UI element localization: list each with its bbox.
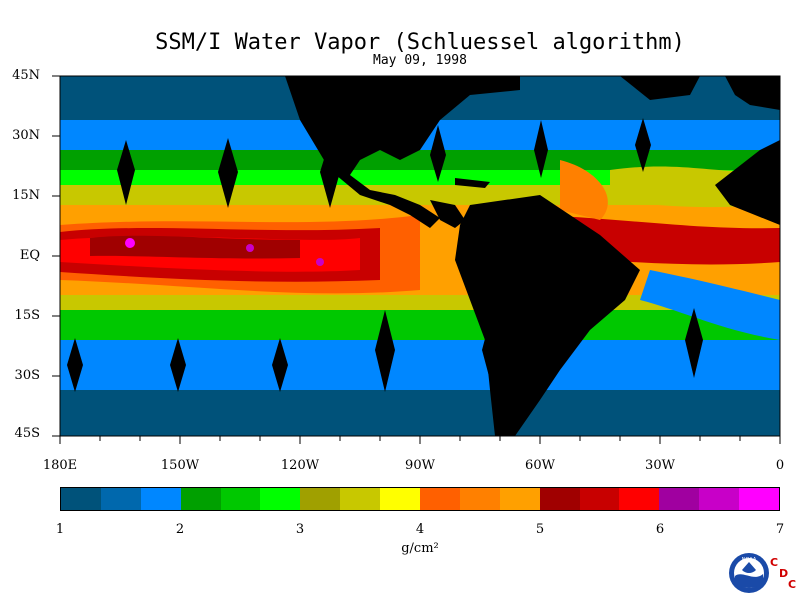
colorbar-swatch bbox=[459, 488, 500, 510]
lat-label-eq: EQ bbox=[19, 248, 40, 263]
colorbar-swatch bbox=[420, 488, 460, 510]
colorbar-swatch bbox=[100, 488, 141, 510]
colorbar-swatch bbox=[499, 488, 540, 510]
lat-label-45s: 45S bbox=[14, 426, 40, 441]
lon-label-0: 0 bbox=[775, 458, 785, 473]
colorbar-tick-7: 7 bbox=[775, 522, 785, 537]
colorbar-tick-6: 6 bbox=[655, 522, 665, 537]
colorbar-swatch bbox=[659, 488, 700, 510]
colorbar-swatch bbox=[180, 488, 221, 510]
colorbar-swatch bbox=[699, 488, 740, 510]
lon-label-90w: 90W bbox=[405, 458, 435, 473]
colorbar-swatch bbox=[220, 488, 261, 510]
water-vapor-map bbox=[52, 75, 781, 444]
lat-label-45n: 45N bbox=[12, 68, 40, 83]
colorbar-tick-5: 5 bbox=[535, 522, 545, 537]
map-date: May 09, 1998 bbox=[373, 53, 467, 68]
cdc-letter-2: D bbox=[779, 567, 789, 580]
colorbar-unit: g/cm² bbox=[401, 541, 439, 556]
cdc-letter-3: C bbox=[788, 578, 797, 591]
lon-label-180e: 180E bbox=[42, 458, 78, 473]
cdc-letter-1: C bbox=[770, 556, 779, 569]
colorbar-swatch bbox=[380, 488, 421, 510]
colorbar-tick-3: 3 bbox=[295, 522, 305, 537]
colorbar-tick-1: 1 bbox=[55, 522, 65, 537]
lat-label-30s: 30S bbox=[14, 368, 40, 383]
map-title: SSM/I Water Vapor (Schluessel algorithm) bbox=[155, 30, 685, 55]
colorbar-swatch bbox=[579, 488, 620, 510]
lon-label-150w: 150W bbox=[160, 458, 200, 473]
lon-label-30w: 30W bbox=[645, 458, 675, 473]
lon-label-120w: 120W bbox=[280, 458, 320, 473]
colorbar-swatch bbox=[619, 488, 660, 510]
noaa-logo-icon: NOAA bbox=[729, 553, 769, 593]
lat-label-30n: 30N bbox=[12, 128, 40, 143]
colorbar-swatch bbox=[260, 488, 301, 510]
colorbar-tick-2: 2 bbox=[175, 522, 185, 537]
colorbar-swatch bbox=[140, 488, 181, 510]
colorbar-swatch bbox=[739, 488, 780, 510]
colorbar-tick-4: 4 bbox=[415, 522, 425, 537]
lon-label-60w: 60W bbox=[525, 458, 555, 473]
colorbar-swatch bbox=[300, 488, 341, 510]
logo-text: NOAA bbox=[742, 557, 757, 563]
colorbar-swatch bbox=[61, 488, 101, 510]
lat-label-15s: 15S bbox=[14, 308, 40, 323]
colorbar bbox=[60, 487, 780, 511]
colorbar-swatch bbox=[539, 488, 580, 510]
lat-label-15n: 15N bbox=[12, 188, 40, 203]
colorbar-swatch bbox=[340, 488, 381, 510]
